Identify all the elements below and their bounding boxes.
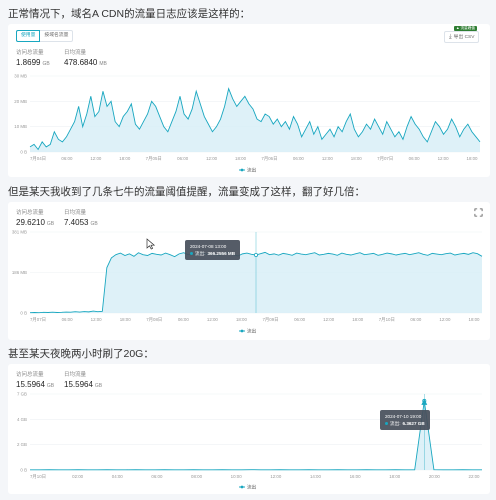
x-tick-label: 20:00: [429, 474, 441, 479]
x-tick-label: 12:00: [90, 156, 102, 161]
legend-dot: [240, 329, 244, 333]
y-tick-label: 0 B: [20, 150, 27, 155]
x-tick-label: 08:00: [191, 474, 203, 479]
y-tick-label: 10 MB: [14, 124, 27, 129]
export-button[interactable]: ⤓ 导出 CSV: [444, 31, 480, 43]
series-dot-icon: [190, 252, 193, 256]
legend-dot: [240, 168, 244, 172]
x-tick-label: 06:00: [177, 156, 189, 161]
legend-dot: [240, 485, 244, 489]
x-tick-label: 12:00: [322, 156, 334, 161]
metric-daily: 日均流量 478.6840 MB: [64, 50, 107, 67]
x-tick-label: 7月04日: [30, 156, 46, 162]
chart-panel-2: 访问总流量 29.6210 GB 日均流量 7.4053 GB 0 B 186 MB 3…: [8, 202, 490, 340]
legend-label[interactable]: 流出: [247, 484, 257, 491]
hover-point: [253, 253, 258, 258]
x-tick-label: 16:00: [350, 474, 362, 479]
x-tick-label: 06:00: [151, 474, 163, 479]
series-area: [30, 88, 480, 152]
x-tick-label: 18:00: [352, 317, 364, 322]
toggle-domain[interactable]: 按域名流量: [44, 33, 69, 38]
x-tick-label: 18:00: [235, 156, 247, 161]
expand-icon[interactable]: [474, 208, 483, 217]
download-icon: ⤓: [449, 34, 452, 40]
x-tick-label: 18:00: [469, 317, 481, 322]
legend-label[interactable]: 流出: [247, 328, 257, 335]
metric-total: 访问总流量 29.6210 GB: [16, 210, 55, 227]
chart-tooltip: 2024-07-08 13:00 流出: 366.2556 MB: [185, 240, 241, 260]
mouse-cursor-icon: [146, 238, 156, 250]
x-tick-label: 18:00: [236, 317, 248, 322]
x-tick-label: 12:00: [270, 474, 282, 479]
peak-badge: ▲ 流量峰值: [454, 26, 477, 31]
x-tick-label: 12:00: [438, 156, 450, 161]
x-tick-label: 18:00: [120, 317, 132, 322]
x-tick-label: 7月07日: [30, 317, 46, 323]
x-tick-label: 10:00: [231, 474, 243, 479]
y-tick-label: 2 GB: [17, 442, 27, 447]
legend-label[interactable]: 流出: [247, 167, 257, 174]
view-toggle[interactable]: 使用量 按域名流量: [16, 30, 74, 42]
metric-total: 访问总流量 1.8699 GB: [16, 50, 50, 67]
x-tick-label: 12:00: [91, 317, 103, 322]
x-tick-label: 7月07日: [377, 156, 393, 162]
series-line: [30, 400, 482, 471]
x-tick-label: 7月05日: [146, 156, 162, 162]
y-tick-label: 186 MB: [12, 270, 27, 275]
x-tick-label: 22:00: [469, 474, 481, 479]
y-tick-label: 7 GB: [17, 392, 27, 397]
x-tick-label: 04:00: [112, 474, 124, 479]
metric-total: 访问总流量 15.5964 GB: [16, 372, 55, 389]
y-tick-label: 20 MB: [14, 99, 27, 104]
x-tick-label: 12:00: [439, 317, 451, 322]
x-tick-label: 06:00: [178, 317, 190, 322]
metric-daily: 日均流量 7.4053 GB: [64, 210, 98, 227]
x-tick-label: 7月08日: [146, 317, 162, 323]
x-tick-label: 12:00: [206, 156, 218, 161]
x-tick-label: 7月10日: [30, 474, 46, 480]
y-tick-label: 30 MB: [14, 74, 27, 79]
section-2-heading: 但是某天我收到了几条七牛的流量阈值提醒，流量变成了这样，翻了好几倍：: [8, 186, 365, 198]
x-tick-label: 06:00: [62, 317, 74, 322]
x-tick-label: 7月10日: [379, 317, 395, 323]
y-tick-label: 0 B: [20, 468, 27, 473]
x-tick-label: 14:00: [310, 474, 322, 479]
x-tick-label: 18:00: [389, 474, 401, 479]
y-tick-label: 0 B: [20, 311, 27, 316]
x-tick-label: 12:00: [207, 317, 219, 322]
peak-marker: [421, 398, 428, 405]
x-tick-label: 06:00: [409, 156, 421, 161]
metric-daily: 日均流量 15.5964 GB: [64, 372, 103, 389]
traffic-chart-1: 0 B 10 MB 20 MB 30 MB 7月04日 06:00 12:00 18:00 7月…: [14, 74, 481, 174]
traffic-chart-2: 0 B 186 MB 381 MB 7月07日 06:00 12:00 18:00 7月08日…: [12, 230, 483, 335]
x-tick-label: 06:00: [294, 317, 306, 322]
x-tick-label: 7月06日: [261, 156, 277, 162]
chart-panel-1: 使用量 按域名流量 ▲ 流量峰值 ⤓ 导出 CSV 访问总流量 1.8699 GB …: [8, 24, 490, 177]
series-dot-icon: [385, 422, 388, 426]
x-tick-label: 02:00: [72, 474, 84, 479]
x-tick-label: 06:00: [293, 156, 305, 161]
x-tick-label: 18:00: [351, 156, 363, 161]
x-tick-label: 7月09日: [262, 317, 278, 323]
x-tick-label: 06:00: [61, 156, 73, 161]
chart-panel-3: 访问总流量 15.5964 GB 日均流量 15.5964 GB 0 B 2 GB 4 …: [8, 364, 490, 494]
y-tick-label: 381 MB: [12, 230, 27, 235]
series-line: [29, 87, 481, 151]
x-tick-label: 18:00: [119, 156, 131, 161]
x-tick-label: 12:00: [323, 317, 335, 322]
y-tick-label: 4 GB: [17, 417, 27, 422]
toggle-usage[interactable]: 使用量: [16, 30, 41, 42]
section-3-heading: 甚至某天夜晚两小时刷了20G：: [8, 348, 154, 360]
x-tick-label: 18:00: [467, 156, 479, 161]
chart-tooltip: 2024-07-10 19:00 流出: 6.3627 GB: [380, 410, 430, 430]
section-1-heading: 正常情况下，域名A CDN的流量日志应该是这样的：: [8, 8, 251, 20]
x-tick-label: 06:00: [410, 317, 422, 322]
